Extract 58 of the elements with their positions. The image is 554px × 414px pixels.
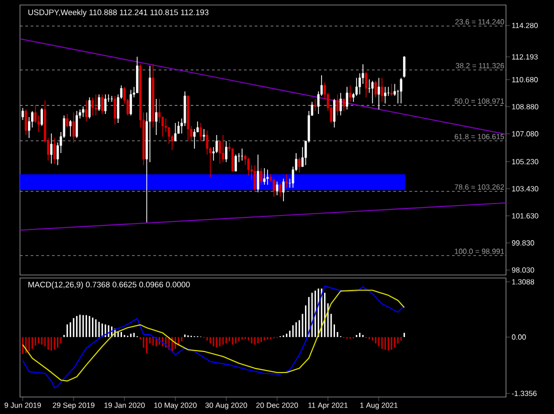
candlestick <box>85 100 88 122</box>
candlestick <box>272 178 276 198</box>
candlestick <box>374 80 377 98</box>
candlestick <box>279 182 282 198</box>
candlestick <box>94 94 98 116</box>
candlestick <box>256 154 260 193</box>
candlestick <box>200 122 202 142</box>
candlestick <box>202 128 206 142</box>
candlestick <box>92 97 94 116</box>
candlestick <box>254 164 256 192</box>
candlestick <box>69 120 72 137</box>
candlestick <box>76 110 78 138</box>
candlestick <box>380 77 384 102</box>
chart-title: USDJPY,Weekly 110.888 112.241 110.815 112.193 <box>28 9 208 17</box>
candlestick <box>247 157 250 176</box>
candlestick <box>66 114 68 128</box>
candlestick <box>101 94 104 114</box>
candlestick <box>349 84 352 102</box>
candlestick <box>263 168 266 186</box>
candlestick <box>400 77 402 104</box>
candlestick <box>378 77 380 110</box>
candlestick <box>193 128 196 149</box>
candlestick <box>40 108 43 126</box>
candlestick <box>22 108 24 120</box>
candlestick <box>266 169 269 186</box>
candlestick <box>225 140 228 163</box>
candlestick <box>333 98 336 128</box>
candlestick <box>53 138 56 164</box>
candlestick <box>88 97 91 119</box>
candlestick <box>82 106 84 118</box>
candlestick <box>174 122 176 142</box>
candlestick <box>155 98 158 136</box>
candlestick <box>234 154 237 172</box>
candlestick <box>371 80 374 104</box>
candlestick <box>336 94 339 116</box>
candlestick <box>24 109 28 136</box>
candlestick <box>342 98 345 112</box>
candlestick <box>364 71 368 98</box>
candlestick <box>285 174 288 188</box>
candlestick <box>50 133 52 164</box>
candlestick <box>384 86 386 104</box>
candlestick <box>98 94 100 112</box>
candlestick <box>260 168 262 186</box>
candlestick <box>298 157 300 174</box>
chart-title: MACD(12,26,9) 0.7368 0.6625 0.0966 0.0000 <box>28 282 190 289</box>
candlestick <box>390 83 393 96</box>
candlestick <box>276 181 278 196</box>
candlestick <box>158 98 161 124</box>
candlestick <box>403 56 406 78</box>
candlestick <box>222 134 224 163</box>
candlestick <box>104 94 107 114</box>
candlestick <box>72 112 75 143</box>
candlestick <box>340 92 342 116</box>
candlestick <box>314 98 316 112</box>
candlestick <box>282 178 285 202</box>
candlestick <box>114 95 116 125</box>
candlestick <box>130 89 132 116</box>
candlestick <box>346 86 348 110</box>
